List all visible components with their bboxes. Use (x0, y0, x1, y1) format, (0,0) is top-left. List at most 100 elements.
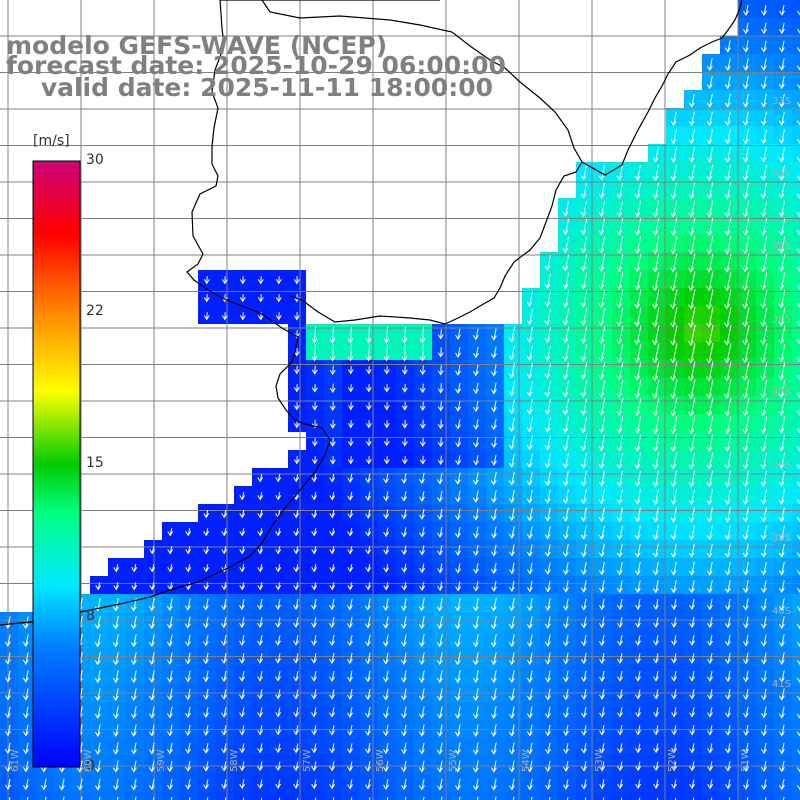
wind-arrow (706, 111, 713, 127)
wind-arrow (490, 562, 497, 575)
wind-arrow (544, 272, 552, 290)
wind-arrow (598, 325, 606, 345)
wind-arrow (476, 796, 479, 800)
wind-arrow (98, 796, 101, 800)
wind-arrow (148, 670, 155, 683)
wind-arrow (760, 76, 767, 90)
wind-arrow (652, 379, 660, 399)
wind-arrow (544, 507, 551, 522)
wind-arrow (742, 147, 749, 163)
wind-arrow (652, 325, 660, 346)
wind-arrow (580, 218, 588, 236)
wind-arrow (148, 598, 155, 612)
wind-arrow (616, 200, 624, 218)
wind-arrow (239, 634, 245, 646)
colorbar-tick-30: 30 (86, 152, 104, 168)
wind-arrow (616, 218, 624, 236)
wind-arrow (473, 436, 479, 448)
wind-arrow (544, 525, 551, 540)
wind-cell (792, 414, 800, 432)
wind-arrow (778, 93, 785, 108)
wind-arrow (688, 525, 695, 541)
wind-arrow (112, 615, 119, 630)
wind-arrow (62, 796, 65, 800)
wind-arrow (616, 236, 624, 254)
wind-arrow (257, 779, 264, 790)
wind-arrow (598, 272, 606, 291)
wind-arrow (670, 129, 677, 145)
wind-arrow (760, 616, 767, 629)
wind-arrow (329, 779, 336, 790)
wind-arrow (221, 581, 228, 591)
wind-arrow (544, 290, 552, 308)
wind-cell (792, 432, 800, 450)
wind-arrow (616, 379, 624, 399)
wind-arrow (455, 437, 462, 448)
wind-arrow (616, 416, 624, 434)
wind-arrow (581, 688, 587, 701)
wind-arrow (437, 383, 444, 394)
wind-arrow (239, 616, 245, 629)
wind-arrow (580, 453, 587, 469)
wind-arrow (638, 797, 641, 800)
wind-arrow (526, 760, 533, 773)
wind-arrow (418, 778, 425, 791)
wind-arrow (598, 254, 606, 272)
wind-arrow (580, 434, 588, 452)
wind-arrow (203, 761, 209, 772)
colorbar-tick-8: 8 (86, 608, 95, 624)
wind-arrow (580, 616, 587, 629)
wind-cell (720, 792, 738, 800)
wind-arrow (706, 397, 714, 417)
wind-arrow (166, 760, 173, 773)
wind-arrow (257, 761, 264, 772)
wind-arrow (278, 797, 281, 800)
wind-arrow (616, 598, 623, 611)
wind-arrow (598, 290, 606, 309)
wind-arrow (778, 634, 785, 647)
wind-arrow (329, 581, 336, 591)
wind-arrow (580, 525, 587, 540)
wind-arrow (455, 455, 462, 466)
wind-arrow (22, 688, 29, 701)
wind-arrow (418, 652, 425, 666)
wind-arrow (131, 563, 138, 573)
wind-arrow (94, 706, 101, 719)
colorbar (32, 160, 81, 768)
wind-arrow (490, 508, 497, 521)
wind-arrow (760, 489, 767, 505)
wind-cell (198, 792, 216, 800)
colorbar-tick-22: 22 (86, 303, 104, 319)
wind-arrow (634, 325, 642, 346)
wind-arrow (782, 796, 785, 800)
wind-arrow (419, 437, 426, 447)
wind-arrow (202, 616, 209, 629)
wind-arrow (490, 418, 497, 431)
wind-arrow (725, 688, 731, 700)
wind-arrow (257, 545, 264, 555)
wind-arrow (221, 743, 227, 754)
wind-arrow (580, 200, 587, 217)
wind-arrow (203, 294, 210, 303)
wind-arrow (526, 489, 533, 504)
wind-arrow (634, 253, 642, 273)
wind-arrow (724, 111, 731, 127)
wind-cell (792, 18, 800, 36)
wind-arrow (311, 491, 318, 501)
wind-arrow (634, 218, 642, 236)
wind-arrow (382, 616, 389, 629)
wind-arrow (706, 200, 714, 218)
wind-arrow (401, 383, 408, 393)
wind-arrow (760, 325, 768, 345)
wind-arrow (562, 598, 569, 611)
wind-arrow (760, 289, 768, 309)
lon-label-60w: 60W (83, 749, 94, 772)
wind-arrow (688, 579, 695, 594)
wind-arrow (167, 778, 173, 791)
wind-arrow (94, 670, 101, 684)
wind-arrow (544, 580, 551, 593)
wind-arrow (508, 508, 515, 522)
wind-arrow (688, 598, 695, 611)
wind-arrow (778, 688, 785, 701)
wind-arrow (544, 398, 551, 415)
